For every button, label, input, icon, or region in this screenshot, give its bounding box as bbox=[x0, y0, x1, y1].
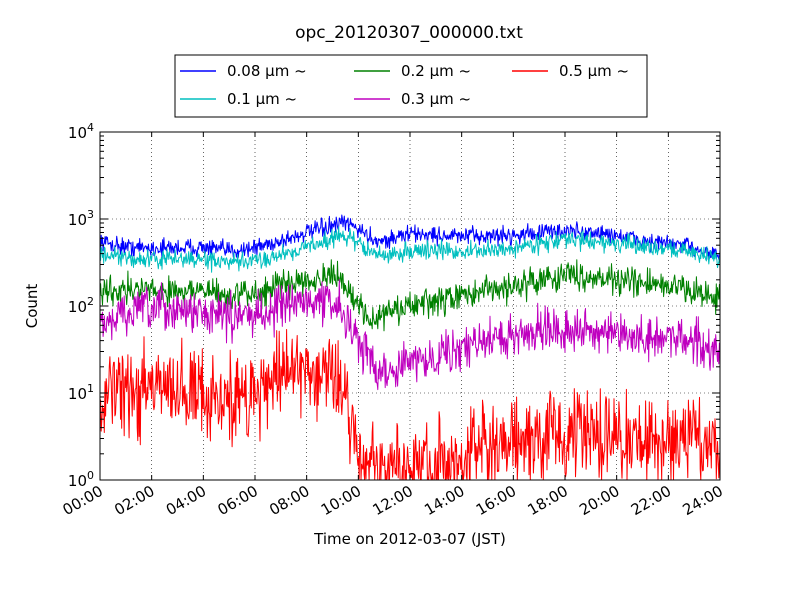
legend-label: 0.1 μm ~ bbox=[227, 90, 297, 108]
legend-label: 0.08 μm ~ bbox=[227, 62, 307, 80]
y-tick-label: 102 bbox=[68, 295, 94, 316]
series-line bbox=[99, 226, 721, 273]
ticks bbox=[99, 131, 721, 481]
series-line bbox=[99, 279, 721, 391]
y-axis-label: Count bbox=[23, 284, 41, 329]
y-tick-label: 100 bbox=[68, 469, 94, 490]
x-axis-label: Time on 2012-03-07 (JST) bbox=[313, 530, 506, 548]
legend-label: 0.5 μm ~ bbox=[559, 62, 629, 80]
y-tick-label: 104 bbox=[68, 121, 94, 142]
grid bbox=[100, 132, 720, 480]
y-tick-label: 103 bbox=[68, 208, 94, 229]
legend-label: 0.2 μm ~ bbox=[401, 62, 471, 80]
chart-title: opc_20120307_000000.txt bbox=[295, 23, 523, 43]
legend-label: 0.3 μm ~ bbox=[401, 90, 471, 108]
legend-box bbox=[174, 54, 648, 118]
series-line bbox=[99, 259, 721, 332]
y-tick-label: 101 bbox=[68, 382, 94, 403]
series-line bbox=[99, 214, 721, 260]
y-tick-labels: 100 101 102 103 104 bbox=[68, 121, 94, 490]
legend: 0.08 μm ~ 0.1 μm ~ 0.2 μm ~ 0.3 μm ~ 0.5 μm … bbox=[174, 54, 648, 118]
